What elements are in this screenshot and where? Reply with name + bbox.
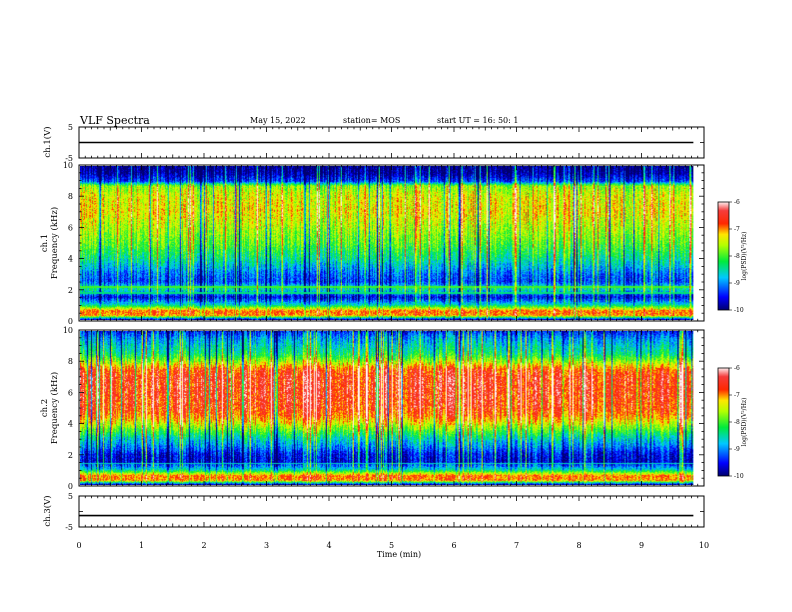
ch1-waveform-ylabel: ch.1(V) <box>42 126 53 157</box>
header-station: station= MOS <box>343 116 400 125</box>
colorbar-ch2-label: log(PSD)(V²/Hz) <box>741 398 748 447</box>
y-tick-label-p1: 8 <box>68 192 73 201</box>
x-tick-label: 8 <box>576 541 581 550</box>
y-tick-label-p0: -5 <box>65 154 73 163</box>
colorbar-ch1-scale <box>717 201 730 311</box>
colorbar-tick-label: -6 <box>734 365 740 372</box>
x-tick-label: 4 <box>326 541 331 550</box>
colorbar-tick-label: -6 <box>734 199 740 206</box>
y-tick-label-p1: 2 <box>68 286 73 295</box>
y-tick-label-p3: 5 <box>68 492 73 501</box>
colorbar-tick-label: -7 <box>734 392 740 399</box>
y-tick-label-p1: 0 <box>68 317 73 326</box>
colorbar-tick-label: -9 <box>734 280 740 287</box>
x-tick-label: 6 <box>451 541 456 550</box>
header-date: May 15, 2022 <box>250 116 306 125</box>
y-tick-label-p2: 0 <box>68 482 73 491</box>
colorbar-tick-label: -9 <box>734 446 740 453</box>
x-tick-label: 1 <box>139 541 144 550</box>
ch2-spectrogram-ylabel-frequency: Frequency (kHz) <box>49 372 60 444</box>
y-tick-label-p0: 5 <box>68 123 73 132</box>
waveform-traces <box>79 141 694 517</box>
axis-ticks <box>78 126 705 528</box>
header-start-time: start UT = 16: 50: 1 <box>437 116 518 125</box>
x-tick-label: 0 <box>76 541 81 550</box>
x-tick-label: 9 <box>639 541 644 550</box>
ch2-spectrogram-ylabel-channel: ch.2 <box>40 399 50 417</box>
y-tick-label-p2: 10 <box>63 326 73 335</box>
colorbar-tick-label: -8 <box>734 419 740 426</box>
ch3-waveform-ylabel: ch.3(V) <box>42 495 53 526</box>
ch1-spectrogram-ylabel-frequency: Frequency (kHz) <box>49 207 60 279</box>
x-axis-label: Time (min) <box>377 550 421 559</box>
ch1-spectrogram-image <box>80 166 694 320</box>
y-tick-label-p1: 10 <box>63 161 73 170</box>
ch1-spectrogram-ylabel-channel: ch.1 <box>40 234 50 252</box>
colorbar-tick-label: -10 <box>734 307 744 314</box>
x-tick-label: 7 <box>514 541 519 550</box>
colorbar-tick-label: -8 <box>734 253 740 260</box>
y-tick-label-p1: 4 <box>68 255 73 264</box>
colorbar-ch2: log(PSD)(V²/Hz) -6 -7 -8 -9 -10 <box>717 365 748 480</box>
y-tick-label-p2: 4 <box>68 420 73 429</box>
y-tick-label-p1: 6 <box>68 223 73 232</box>
colorbar-tick-label: -7 <box>734 226 740 233</box>
colorbar-tick-label: -10 <box>734 473 744 480</box>
ch2-spectrogram-image <box>80 331 694 485</box>
colorbar-ch1: log(PSD)(V²/Hz) -6 -7 -8 -9 -10 <box>717 199 748 314</box>
x-tick-label: 2 <box>201 541 206 550</box>
x-tick-label: 10 <box>699 541 709 550</box>
colorbar-ch2-scale <box>717 367 730 477</box>
x-tick-label: 5 <box>389 541 394 550</box>
y-tick-label-p2: 6 <box>68 388 73 397</box>
chart-title: VLF Spectra <box>79 114 150 127</box>
y-tick-label-p2: 8 <box>68 357 73 366</box>
y-tick-label-p3: -5 <box>65 523 73 532</box>
x-tick-label: 3 <box>264 541 269 550</box>
colorbar-ch1-label: log(PSD)(V²/Hz) <box>741 232 748 281</box>
y-tick-label-p2: 2 <box>68 451 73 460</box>
